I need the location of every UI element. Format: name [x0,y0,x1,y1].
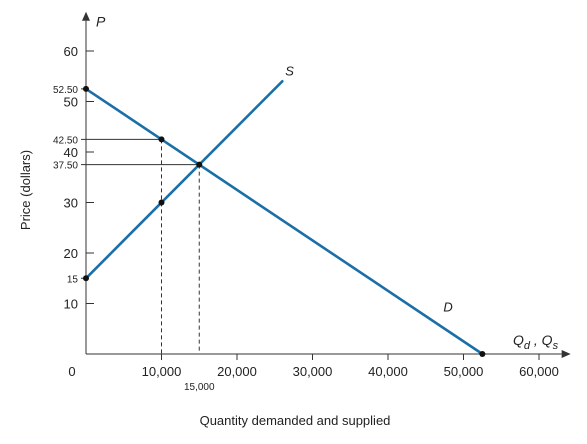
demand-curve [84,87,484,356]
y-tick-label: 40 [64,145,78,160]
guide-lines [86,138,200,354]
y-axis-symbol: P [96,14,106,30]
x-axis-symbol-part: , Q [530,332,553,348]
data-point [196,161,203,168]
data-point [83,275,89,282]
x-tick-label: 60,000 [519,364,559,379]
y-tick-label: 20 [64,246,78,261]
demand-curve-label: D [443,299,452,314]
data-point [479,351,486,357]
x-axis-symbol-subscript: s [553,340,559,352]
x-axis-symbol: Qd , Qs [513,332,559,352]
labels: 0 10,000 20,000 30,000 40,000 50,000 60,000 15,… [18,14,559,428]
x-axis-symbol-subscript: d [524,340,531,352]
curves [84,80,484,356]
y-extra-label: 15 [67,274,79,285]
y-tick-label: 50 [64,95,78,110]
x-extra-label: 15,000 [184,382,215,393]
x-axis-symbol-part: Q [513,332,524,348]
x-tick-label: 10,000 [142,364,182,379]
data-point [158,199,165,206]
x-tick-label: 0 [68,364,75,379]
y-tick-label: 10 [64,297,78,312]
data-points [83,85,486,357]
x-tick-label: 30,000 [293,364,333,379]
x-tick-label: 20,000 [217,364,257,379]
y-extra-label: 37.50 [53,161,78,172]
y-tick-label: 30 [64,196,78,211]
y-extra-label: 42.50 [53,135,78,146]
supply-curve [84,80,284,280]
x-tick-label: 40,000 [368,364,408,379]
x-axis-arrow [561,350,571,358]
data-point [83,85,89,92]
y-extra-label: 52.50 [53,85,78,96]
y-axis-title: Price (dollars) [18,150,33,230]
x-axis-title: Quantity demanded and supplied [200,413,391,428]
supply-curve-label: S [285,63,294,78]
y-tick-label: 60 [64,44,78,59]
data-point [158,136,165,143]
x-tick-label: 50,000 [444,364,484,379]
y-axis-arrow [82,11,90,21]
axes [81,11,571,360]
